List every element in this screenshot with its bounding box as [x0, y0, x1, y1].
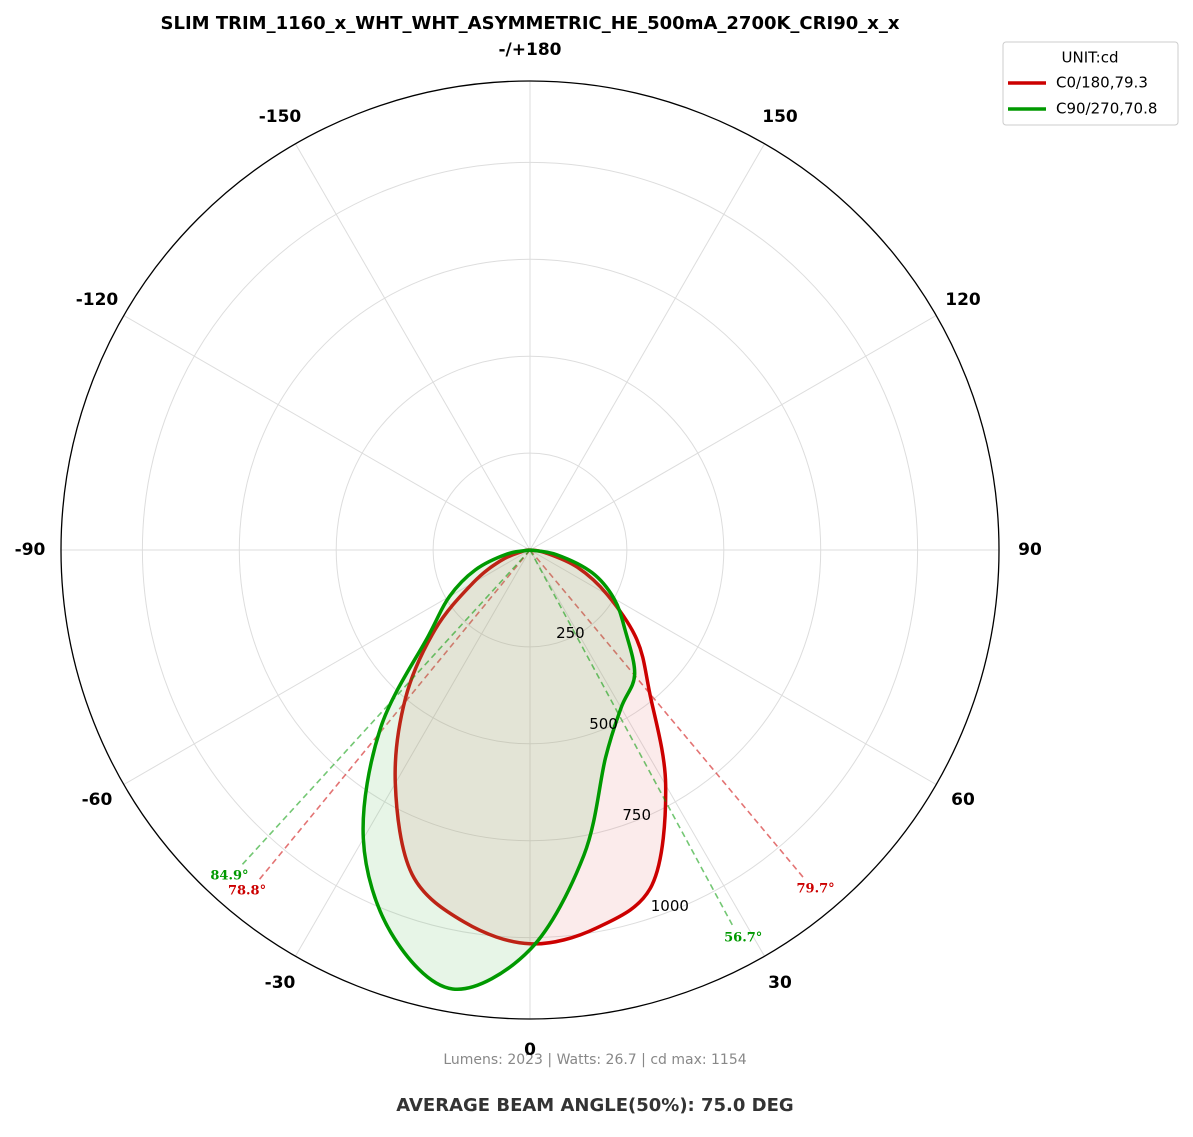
- grid-spoke: [123, 549, 531, 785]
- theta-tick-label: 90: [1018, 540, 1042, 560]
- beam-angle-label: 78.8°: [228, 884, 266, 899]
- beam-angle-line: [241, 549, 531, 866]
- theta-tick-label: 150: [762, 107, 798, 127]
- beam-angle-label: 56.7°: [724, 931, 762, 946]
- chart-title: SLIM TRIM_1160_x_WHT_WHT_ASYMMETRIC_HE_5…: [161, 13, 900, 34]
- theta-tick-label: 0: [524, 1040, 536, 1060]
- theta-tick-label: -120: [76, 290, 119, 310]
- beam-angle-line: [258, 549, 531, 880]
- footer: Lumens: 2023 | Watts: 26.7 | cd max: 115…: [443, 1052, 746, 1068]
- grid-spoke: [123, 315, 531, 551]
- beam-angle-label: 84.9°: [210, 868, 248, 883]
- theta-tick-label: -30: [265, 973, 296, 993]
- theta-tick-label: 60: [951, 790, 975, 810]
- r-tick-label: 750: [622, 806, 651, 824]
- legend: UNIT:cd C0/180,79.3 C90/270,70.8: [1002, 41, 1179, 126]
- r-tick-label: 500: [589, 715, 618, 733]
- plot-area: 78.8° 79.7° 84.9° 56.7° 250 500 750 1000: [60, 80, 1000, 1020]
- beam-angle-label: 79.7°: [797, 882, 835, 897]
- curve-fill: [395, 550, 666, 944]
- grid-spoke: [295, 549, 531, 957]
- curve: [393, 548, 668, 946]
- theta-tick-label: 30: [768, 973, 792, 993]
- beam-angle-line: [529, 549, 734, 926]
- outer-circle: [60, 80, 1000, 1020]
- theta-tick-label: -90: [15, 540, 46, 560]
- legend-label: C90/270,70.8: [1056, 100, 1157, 118]
- theta-tick-label: -/+180: [499, 40, 562, 60]
- grid-spoke: [529, 143, 765, 551]
- beam-angle-line: [529, 549, 804, 878]
- grid-spoke: [529, 549, 937, 785]
- curve-fill: [363, 550, 635, 990]
- theta-tick-label: 120: [945, 290, 981, 310]
- legend-box: [1002, 41, 1179, 126]
- r-tick-label: 1000: [651, 897, 689, 915]
- r-tick-label: 250: [556, 624, 585, 642]
- grid-spoke: [529, 549, 765, 957]
- theta-tick-label: -60: [82, 790, 113, 810]
- grid-spoke: [295, 143, 531, 551]
- annotation: AVERAGE BEAM ANGLE(50%): 75.0 DEG: [396, 1095, 793, 1116]
- legend-label: C0/180,79.3: [1056, 74, 1148, 92]
- grid-spoke: [529, 315, 937, 551]
- theta-tick-label: -150: [259, 107, 302, 127]
- curve: [361, 548, 637, 991]
- legend-title: UNIT:cd: [1062, 49, 1119, 67]
